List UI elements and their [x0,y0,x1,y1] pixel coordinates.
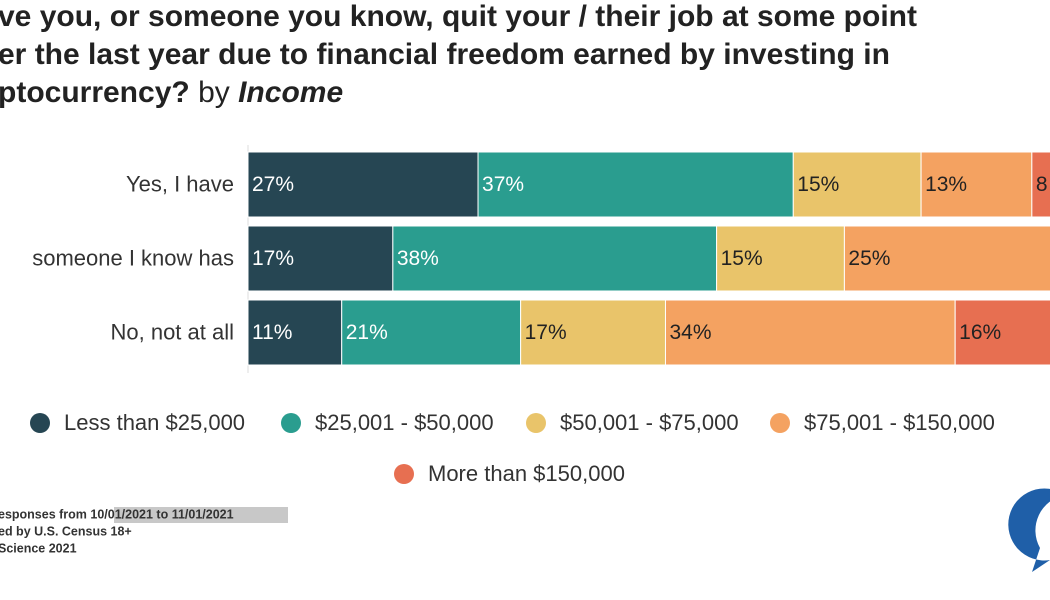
bar-segment [247,299,343,366]
data-label: 27% [252,173,294,196]
legend-label: $50,001 - $75,000 [560,410,739,435]
data-label: 17% [252,247,294,270]
chart-title: ve you, or someone you know, quit your /… [0,0,917,109]
logo-letter: C [1038,509,1050,531]
legend-label: $75,001 - $150,000 [804,410,995,435]
data-label: 13% [925,173,967,196]
data-label: 15% [721,247,763,270]
data-label: 25% [848,247,890,270]
title-line: ptocurrency? by Income [0,76,343,109]
bar-segment [920,151,1033,218]
bar-segment [247,151,479,218]
title-line: ve you, or someone you know, quit your /… [0,0,917,33]
footnote: Science 2021 [0,541,77,555]
data-label: 38% [397,247,439,270]
data-label: 15% [797,173,839,196]
bar-segment [341,299,522,366]
logo-letter: S [1040,533,1048,547]
data-label: 21% [346,321,388,344]
data-label: 37% [482,173,524,196]
bar-segment [792,151,922,218]
highlight [114,507,288,523]
logo-shape [1008,488,1050,572]
bar-segment [716,225,845,292]
legend-swatch [281,413,301,433]
bar-segment [843,225,1050,292]
footnote: esponses from 10/01/2021 to 11/01/2021 [0,507,234,521]
logo: C S [1008,488,1050,572]
legend-swatch [30,413,50,433]
title-group: Income [238,76,343,109]
legend-swatch [526,413,546,433]
bar-segment [954,299,1050,366]
data-label: 11% [252,321,292,344]
y-tick-label: No, not at all [110,319,234,344]
legend-label: More than $150,000 [428,461,625,486]
bar-segment [664,299,956,366]
bar-segment [247,225,394,292]
title-text: ptocurrency? [0,76,190,109]
data-label: 34% [669,321,711,344]
y-tick-label: someone I know has [32,245,234,270]
bar-segment [477,151,794,218]
legend-swatch [394,464,414,484]
legend-swatch [770,413,790,433]
title-line: er the last year due to financial freedo… [0,38,890,71]
legend-label: $25,001 - $50,000 [315,410,494,435]
legend-label: Less than $25,000 [64,410,245,435]
bar-segment [520,299,666,366]
bar-segment [392,225,718,292]
title-by: by [198,76,230,109]
bar-segment [1031,151,1050,218]
footnote: ed by U.S. Census 18+ [0,524,132,538]
y-tick-label: Yes, I have [126,171,234,196]
data-label: 8 [1036,173,1048,196]
data-label: 17% [525,321,567,344]
data-label: 16% [959,321,1001,344]
